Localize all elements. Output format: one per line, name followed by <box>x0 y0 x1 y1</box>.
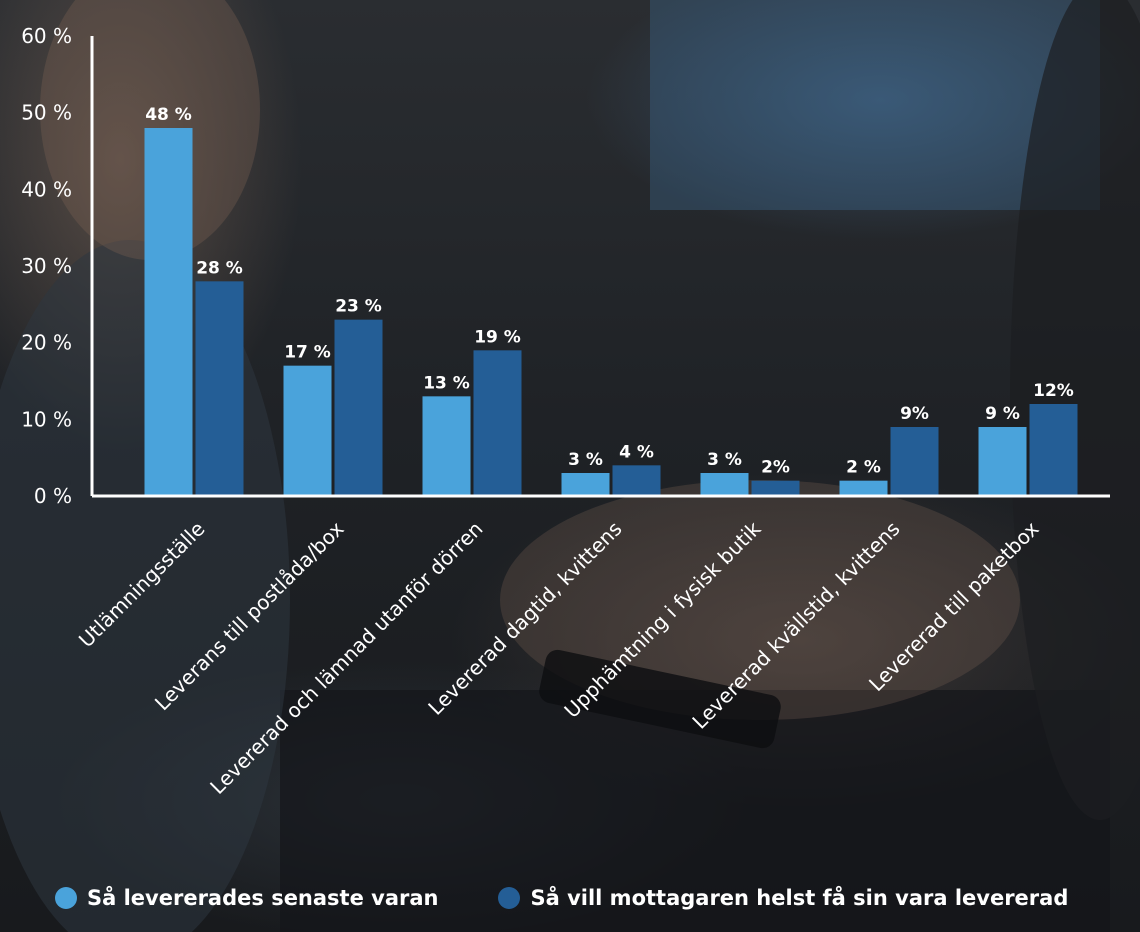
legend-label: Så vill mottagaren helst få sin vara lev… <box>530 886 1069 910</box>
hand-shape <box>500 480 1020 720</box>
legend-swatch-dark-blue <box>498 887 521 909</box>
y-tick-label: 20 % <box>21 331 72 355</box>
bar-last-delivery-0 <box>144 128 193 496</box>
legend-label: Så levererades senaste varan <box>87 886 439 910</box>
bar-last-delivery-6 <box>978 427 1027 496</box>
bar-preferred-6 <box>1029 404 1078 496</box>
bar-preferred-1 <box>334 319 383 496</box>
y-axis: 0 % 10 % 20 % 30 % 40 % 50 % 60 % <box>21 24 72 508</box>
data-label: 12% <box>1033 381 1074 401</box>
data-label: 9 % <box>985 404 1020 424</box>
phone-shape <box>539 649 781 749</box>
bar-last-delivery-4 <box>700 473 749 496</box>
data-label: 2% <box>761 458 790 478</box>
data-label: 19 % <box>474 327 521 347</box>
bar-last-delivery-2 <box>422 396 471 496</box>
data-label: 4 % <box>619 442 654 462</box>
y-tick-label: 60 % <box>21 24 72 48</box>
legend-item-last-delivery: Så levererades senaste varan <box>55 886 438 910</box>
data-label: 13 % <box>423 373 470 393</box>
data-label: 17 % <box>284 343 331 363</box>
data-labels: 48 % 28 % 17 % 23 % 13 % 19 % 3 % 4 % 3 % 2% 2 % 9%… <box>145 105 1074 478</box>
legend: Så levererades senaste varan Så vill mot… <box>55 884 1068 912</box>
bars <box>144 128 1078 496</box>
bar-preferred-2 <box>473 350 522 496</box>
bar-preferred-3 <box>612 465 661 496</box>
category-label: Utlämningsställe <box>74 517 210 653</box>
data-label: 2 % <box>846 458 881 478</box>
data-label: 3 % <box>707 450 742 470</box>
legend-swatch-light-blue <box>55 887 77 909</box>
data-label: 23 % <box>335 297 382 317</box>
bar-last-delivery-1 <box>283 365 332 496</box>
category-label: Levererad och lämnad utanför dörren <box>205 517 487 799</box>
y-tick-label: 50 % <box>21 101 72 125</box>
bar-last-delivery-3 <box>561 473 610 496</box>
data-label: 3 % <box>568 450 603 470</box>
bar-preferred-0 <box>195 281 244 496</box>
y-tick-label: 10 % <box>21 407 72 431</box>
data-label: 48 % <box>145 105 192 125</box>
data-label: 28 % <box>196 258 243 278</box>
y-tick-label: 40 % <box>21 177 72 201</box>
y-tick-label: 0 % <box>34 484 72 508</box>
bar-preferred-4 <box>751 480 800 496</box>
bar-preferred-5 <box>890 427 939 496</box>
data-label: 9% <box>900 404 929 424</box>
legend-item-preferred-delivery: Så vill mottagaren helst få sin vara lev… <box>498 886 1068 910</box>
y-tick-label: 30 % <box>21 254 72 278</box>
bar-last-delivery-5 <box>839 480 888 496</box>
